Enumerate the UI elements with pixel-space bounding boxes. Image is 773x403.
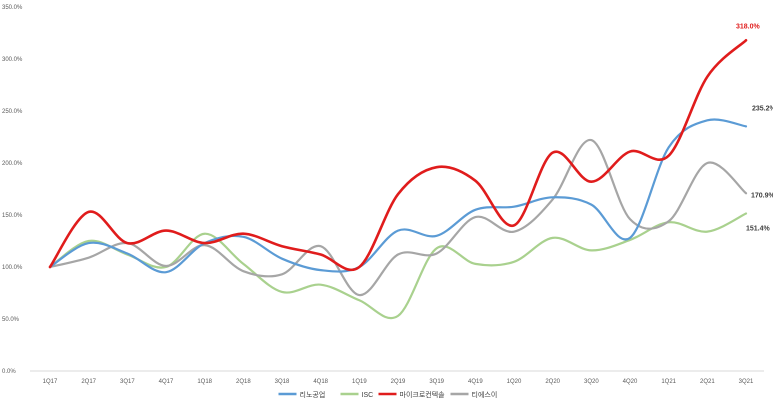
x-tick-label: 3Q18 [275,379,290,385]
x-tick-label: 3Q20 [584,379,599,385]
y-tick-label: 200.0% [2,161,23,167]
legend-item: 티에스이 [450,390,498,399]
x-tick-label: 4Q18 [313,379,328,385]
series-lines [48,38,748,320]
end-labels: 235.2% 151.4% 318.0% 170.9% [736,23,773,232]
x-tick-label: 4Q17 [159,379,174,385]
x-tick-label: 1Q17 [43,379,58,385]
x-tick-label: 2Q20 [545,379,560,385]
end-value-label: 151.4% [746,226,771,233]
series-line-0 [48,118,748,274]
x-tick-label: 3Q19 [429,379,444,385]
y-tick-label: 100.0% [2,265,23,271]
legend-label: 리노공업 [300,390,326,399]
legend-label: 마이크로컨텍솔 [400,390,446,399]
x-tick-label: 3Q21 [739,379,754,385]
end-value-label: 235.2% [752,105,773,112]
series-line-2 [48,38,748,272]
x-tick-label: 2Q19 [391,379,406,385]
y-tick-label: 350.0% [2,5,23,11]
x-tick-label: 4Q20 [623,379,638,385]
x-tick-label: 3Q17 [120,379,135,385]
x-tick-label: 1Q21 [661,379,676,385]
y-axis: 0.0% 50.0% 100.0% 150.0% 200.0% 250.0% 300.0% 3… [2,5,23,375]
x-tick-label: 1Q18 [197,379,212,385]
x-tick-label: 2Q18 [236,379,251,385]
end-value-label: 318.0% [736,23,761,30]
y-tick-label: 300.0% [2,57,23,63]
y-tick-label: 0.0% [2,369,16,375]
legend-item: 마이크로컨텍솔 [378,390,446,399]
legend-item: 리노공업 [278,390,326,399]
legend-item: ISC [340,392,374,399]
end-value-label: 170.9% [751,192,773,199]
x-tick-label: 2Q17 [81,379,96,385]
x-tick-label: 4Q19 [468,379,483,385]
legend-label: 티에스이 [472,390,498,399]
y-tick-label: 250.0% [2,109,23,115]
series-line-3 [48,139,748,297]
x-axis: 1Q17 2Q17 3Q17 4Q17 1Q18 2Q18 3Q18 4Q18 1Q19 2Q19… [30,370,764,385]
y-tick-label: 50.0% [2,317,20,323]
series-line-1 [48,212,748,320]
x-tick-label: 1Q19 [352,379,367,385]
legend-label: ISC [362,392,374,399]
x-tick-label: 2Q21 [700,379,715,385]
legend: 리노공업 ISC 마이크로컨텍솔 티에스이 [278,390,498,399]
x-tick-label: 1Q20 [507,379,522,385]
y-tick-label: 150.0% [2,213,23,219]
